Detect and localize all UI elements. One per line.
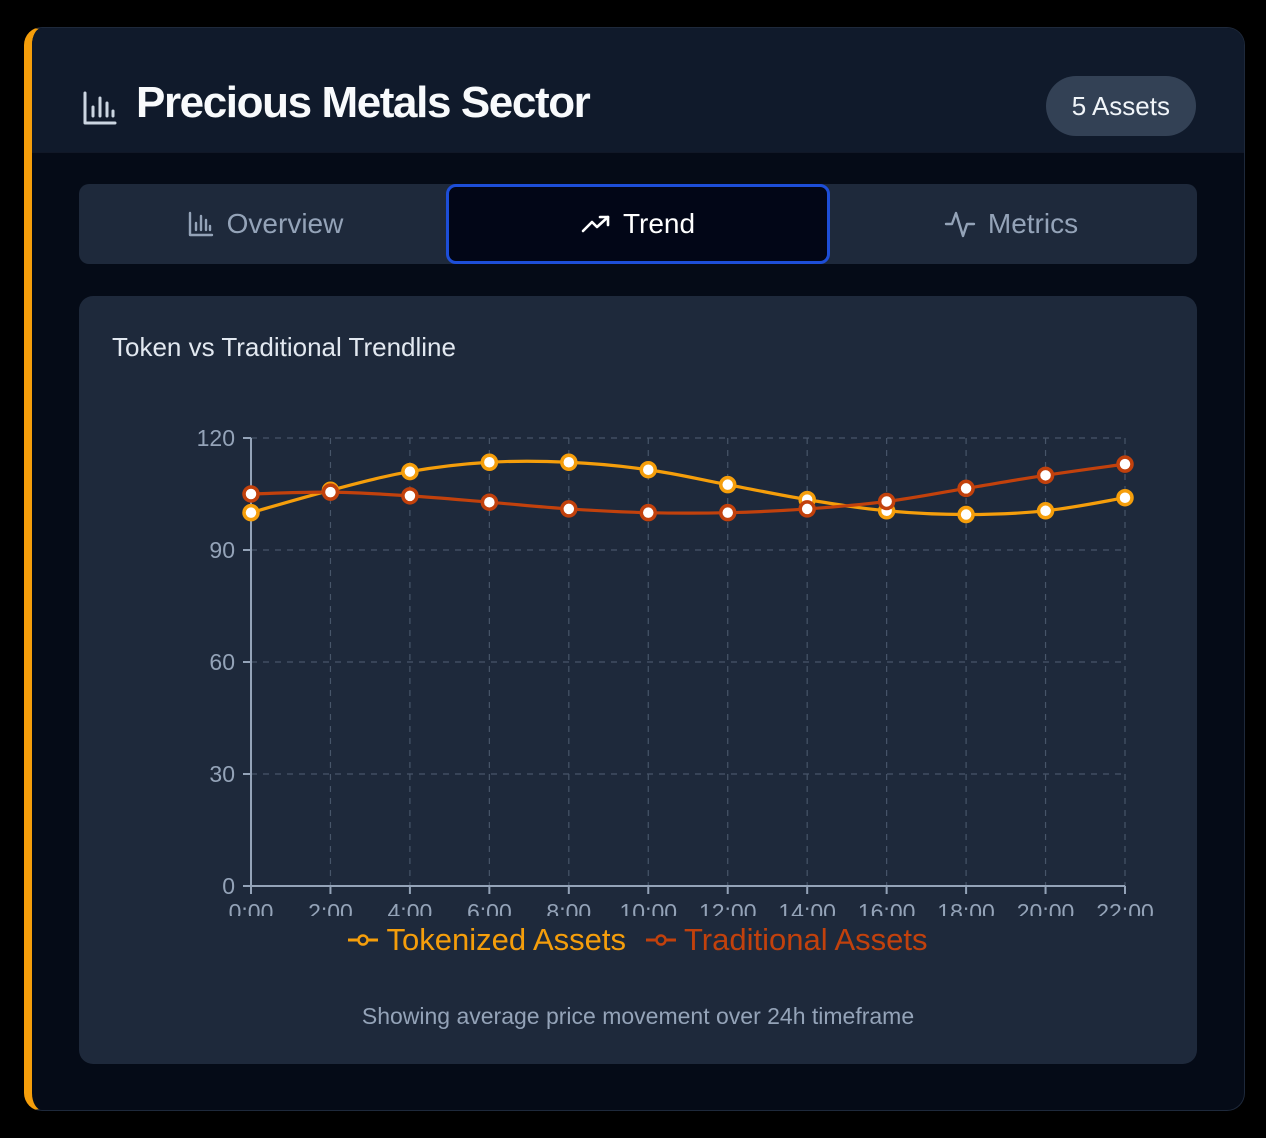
x-tick-label: 0:00: [229, 899, 274, 916]
data-point-tokenized[interactable]: [401, 462, 419, 481]
trending-up-icon: [581, 215, 610, 233]
tab-trend[interactable]: Trend: [446, 184, 830, 264]
asset-count-badge: 5 Assets: [1045, 76, 1196, 136]
x-tick-label: 20:00: [1017, 899, 1075, 916]
data-point-tokenized[interactable]: [480, 453, 499, 472]
legend-line-marker-icon: [348, 934, 379, 946]
chart-legend: Tokenized Assets Traditional Assets: [79, 922, 1197, 958]
x-tick-label: 14:00: [778, 899, 836, 916]
chart-title: Token vs Traditional Trendline: [112, 332, 456, 362]
data-point-traditional[interactable]: [877, 492, 896, 511]
bar-chart-icon: [188, 211, 213, 237]
y-tick-label: 30: [209, 761, 235, 787]
x-tick-label: 22:00: [1096, 899, 1154, 916]
page-title: Precious Metals Sector: [136, 78, 591, 127]
data-point-traditional[interactable]: [957, 479, 975, 498]
y-tick-label: 90: [209, 537, 235, 563]
x-tick-label: 16:00: [858, 899, 916, 916]
data-point-tokenized[interactable]: [639, 460, 658, 479]
legend-label-traditional: Traditional Assets: [684, 922, 928, 957]
tab-metrics[interactable]: Metrics: [825, 184, 1197, 264]
chart-axes: 0 30 60 90 120 0:00 2:00 4:00 6:00 8:00 10:00 12:00…: [197, 425, 1154, 916]
x-tick-label: 2:00: [308, 899, 353, 916]
data-point-traditional[interactable]: [401, 487, 419, 505]
data-point-traditional[interactable]: [1116, 455, 1134, 473]
y-tick-label: 60: [209, 649, 235, 675]
chart-grid: [250, 437, 1126, 886]
data-point-tokenized[interactable]: [1116, 488, 1134, 507]
series-line-tokenized: [250, 459, 1126, 517]
data-point-tokenized[interactable]: [560, 453, 578, 472]
trend-line-chart: 0 30 60 90 120 0:00 2:00 4:00 6:00 8:00 10:00 12:00…: [197, 425, 1154, 916]
y-tick-label: 0: [222, 873, 235, 899]
data-point-tokenized[interactable]: [242, 503, 260, 522]
legend-item-traditional[interactable]: Traditional Assets: [646, 922, 928, 958]
sector-card: Precious Metals Sector 5 Assets Overview…: [24, 27, 1245, 1111]
data-point-traditional[interactable]: [1036, 466, 1055, 485]
x-tick-label: 10:00: [619, 899, 677, 916]
chart-series: [250, 459, 1126, 517]
data-point-traditional[interactable]: [242, 485, 260, 503]
bar-chart-icon: [83, 91, 117, 125]
series-line-traditional: [250, 462, 1126, 515]
legend-line-marker-icon: [646, 934, 676, 946]
y-tick-label: 120: [197, 425, 235, 451]
legend-label-tokenized: Tokenized Assets: [386, 922, 626, 957]
tab-metrics-label: Metrics: [987, 208, 1079, 239]
data-point-traditional[interactable]: [560, 500, 578, 518]
chart-panel: Token vs Traditional Trendline 0 30 60 90 12…: [79, 296, 1197, 1064]
tab-overview-label: Overview: [226, 208, 344, 239]
data-point-traditional[interactable]: [639, 503, 658, 522]
chart-points: [242, 453, 1134, 524]
legend-item-tokenized[interactable]: Tokenized Assets: [348, 922, 626, 958]
x-tick-label: 12:00: [699, 899, 757, 916]
data-point-tokenized[interactable]: [718, 475, 737, 494]
card-header: Precious Metals Sector 5 Assets: [32, 28, 1244, 153]
tab-trend-label: Trend: [622, 208, 696, 239]
data-point-traditional[interactable]: [798, 500, 816, 518]
x-tick-label: 6:00: [467, 899, 512, 916]
data-point-traditional[interactable]: [321, 483, 340, 501]
x-tick-label: 8:00: [546, 899, 591, 916]
x-tick-label: 18:00: [937, 899, 995, 916]
data-point-tokenized[interactable]: [1036, 502, 1055, 520]
tab-bar: Overview Trend Metrics: [79, 184, 1197, 264]
data-point-tokenized[interactable]: [957, 505, 975, 524]
data-point-traditional[interactable]: [480, 493, 499, 511]
tab-overview[interactable]: Overview: [79, 184, 451, 264]
data-point-traditional[interactable]: [718, 503, 737, 522]
activity-icon: [944, 211, 976, 238]
x-tick-label: 4:00: [388, 899, 433, 916]
chart-footnote: Showing average price movement over 24h …: [361, 1003, 915, 1029]
